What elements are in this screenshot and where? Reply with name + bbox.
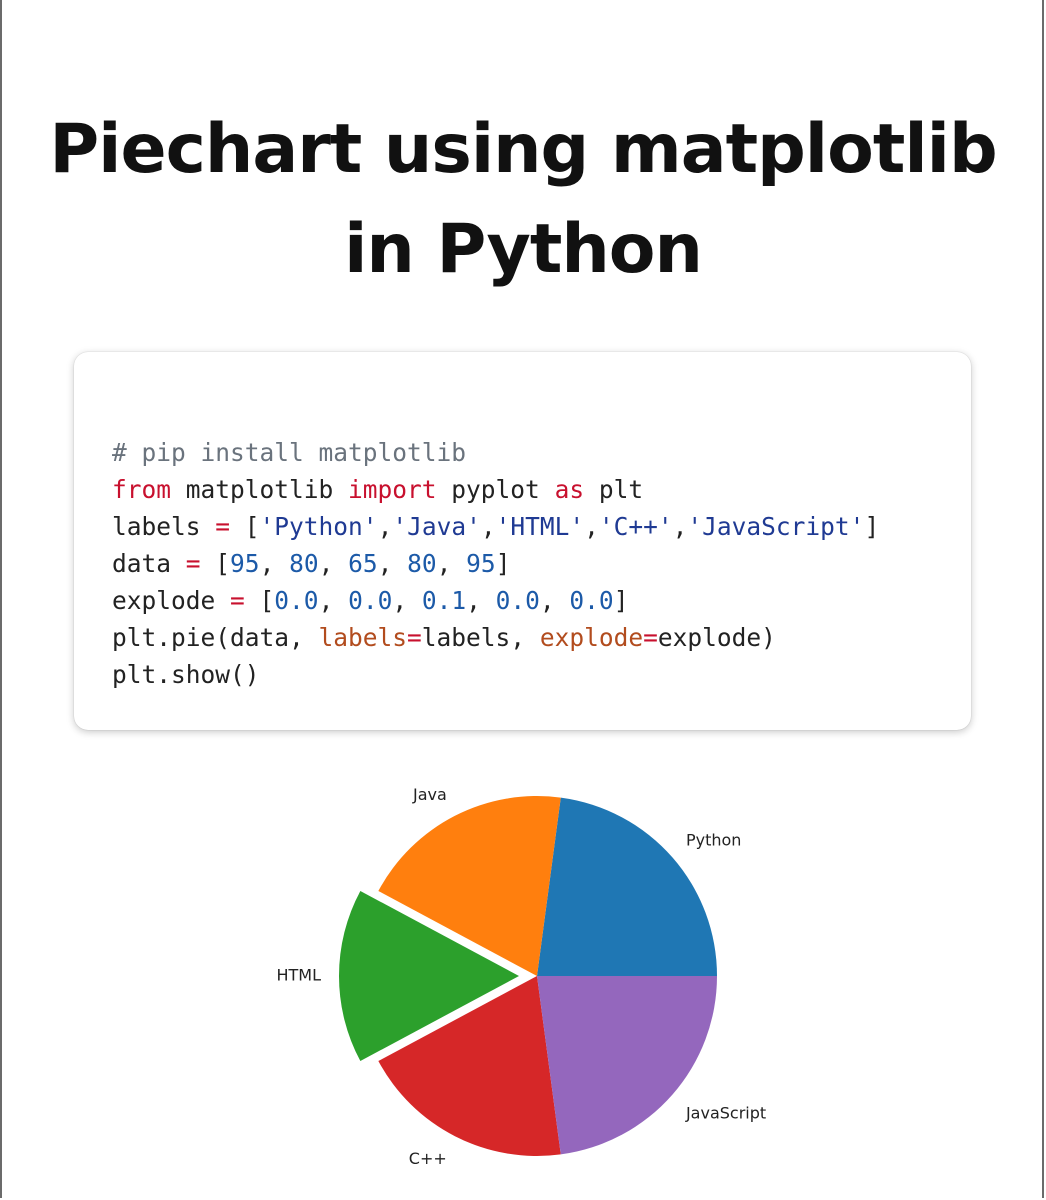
code-line-5: explode = [0.0, 0.0, 0.1, 0.0, 0.0]	[112, 586, 628, 615]
code-number: 0.0	[274, 586, 319, 615]
pie-slice-python	[537, 797, 717, 976]
pie-label-python: Python	[686, 831, 741, 850]
code-operator: =	[407, 623, 422, 652]
code-text-span: ,	[480, 512, 496, 541]
code-argument: labels	[318, 623, 408, 652]
code-text-span: labels,	[421, 623, 540, 652]
code-text-span: ,	[377, 512, 393, 541]
pie-slice-java	[378, 796, 561, 976]
code-keyword: import	[348, 475, 437, 504]
code-text-span: ,	[392, 586, 422, 615]
code-string: 'Python'	[259, 512, 378, 541]
code-text-span: ,	[318, 586, 349, 615]
pie-label-java: Java	[412, 785, 447, 804]
code-text-span: ,	[584, 512, 599, 541]
pie-label-c-: C++	[409, 1149, 447, 1168]
code-text-span: ,	[539, 586, 570, 615]
code-number: 95	[466, 549, 496, 578]
code-text-span: ,	[672, 512, 688, 541]
code-line-1: # pip install matplotlib	[112, 438, 466, 467]
code-number: 0.0	[569, 586, 614, 615]
code-string: 'JavaScript'	[687, 512, 865, 541]
pie-labels: Python Java HTML C++ JavaScript	[276, 785, 766, 1168]
code-text-span: ,	[436, 549, 467, 578]
code-number: 80	[289, 549, 319, 578]
code-operator: =	[230, 586, 245, 615]
code-line-3: labels = ['Python','Java','HTML','C++','…	[112, 512, 879, 541]
code-text-span: matplotlib	[171, 475, 349, 504]
code-text-span: ,	[377, 549, 408, 578]
code-text-span: labels	[112, 512, 216, 541]
code-text-span: [	[244, 586, 275, 615]
code-text-span: ,	[259, 549, 290, 578]
code-string: 'HTML'	[495, 512, 585, 541]
code-text-span: ]	[495, 549, 511, 578]
code-keyword: as	[554, 475, 585, 504]
code-text-span: ,	[318, 549, 349, 578]
code-number: 0.0	[348, 586, 393, 615]
code-text-span: explode)	[657, 623, 776, 652]
code-text-span: ]	[864, 512, 880, 541]
code-keyword: from	[112, 475, 172, 504]
title-line-1: Piechart using matplotlib	[49, 110, 997, 189]
code-line-2: from matplotlib import pyplot as plt	[112, 475, 643, 504]
code-text-span: explode	[112, 586, 231, 615]
code-line-7: plt.show()	[112, 660, 260, 689]
code-text: # pip install matplotlib from matplotlib…	[112, 434, 879, 693]
code-operator: =	[185, 549, 201, 578]
pie-label-javascript: JavaScript	[685, 1103, 766, 1122]
code-number: 0.0	[495, 586, 540, 615]
code-text-span: plt.pie(data,	[112, 623, 319, 652]
page-title: Piechart using matplotlib in Python	[0, 100, 1046, 300]
code-text-span: ,	[466, 586, 496, 615]
pie-slice-c-	[378, 976, 561, 1156]
pie-slices	[339, 796, 717, 1156]
pie-slice-javascript	[537, 976, 717, 1155]
code-number: 80	[407, 549, 437, 578]
code-number: 0.1	[421, 586, 467, 615]
pie-chart: Python Java HTML C++ JavaScript	[276, 785, 766, 1168]
code-text-span: pyplot	[436, 475, 555, 504]
code-argument: explode	[539, 623, 644, 652]
pie-label-html: HTML	[276, 966, 321, 985]
code-number: 95	[230, 549, 260, 578]
code-text-span: plt	[584, 475, 644, 504]
code-block: # pip install matplotlib from matplotlib…	[74, 352, 971, 730]
code-line-4: data = [95, 80, 65, 80, 95]	[112, 549, 510, 578]
code-operator: =	[215, 512, 231, 541]
code-comment: # pip install matplotlib	[112, 438, 467, 467]
pie-slice-html	[339, 890, 519, 1062]
code-text-span: plt.show()	[112, 660, 260, 689]
code-string: 'C++'	[598, 512, 673, 541]
code-string: 'Java'	[392, 512, 481, 541]
code-text-span: [	[230, 512, 260, 541]
title-line-2: in Python	[344, 210, 703, 289]
code-line-6: plt.pie(data, labels=labels, explode=exp…	[112, 623, 776, 652]
code-number: 65	[348, 549, 378, 578]
code-text-span: [	[200, 549, 231, 578]
code-text-span: ]	[613, 586, 629, 615]
code-operator: =	[643, 623, 658, 652]
code-text-span: data	[112, 549, 186, 578]
